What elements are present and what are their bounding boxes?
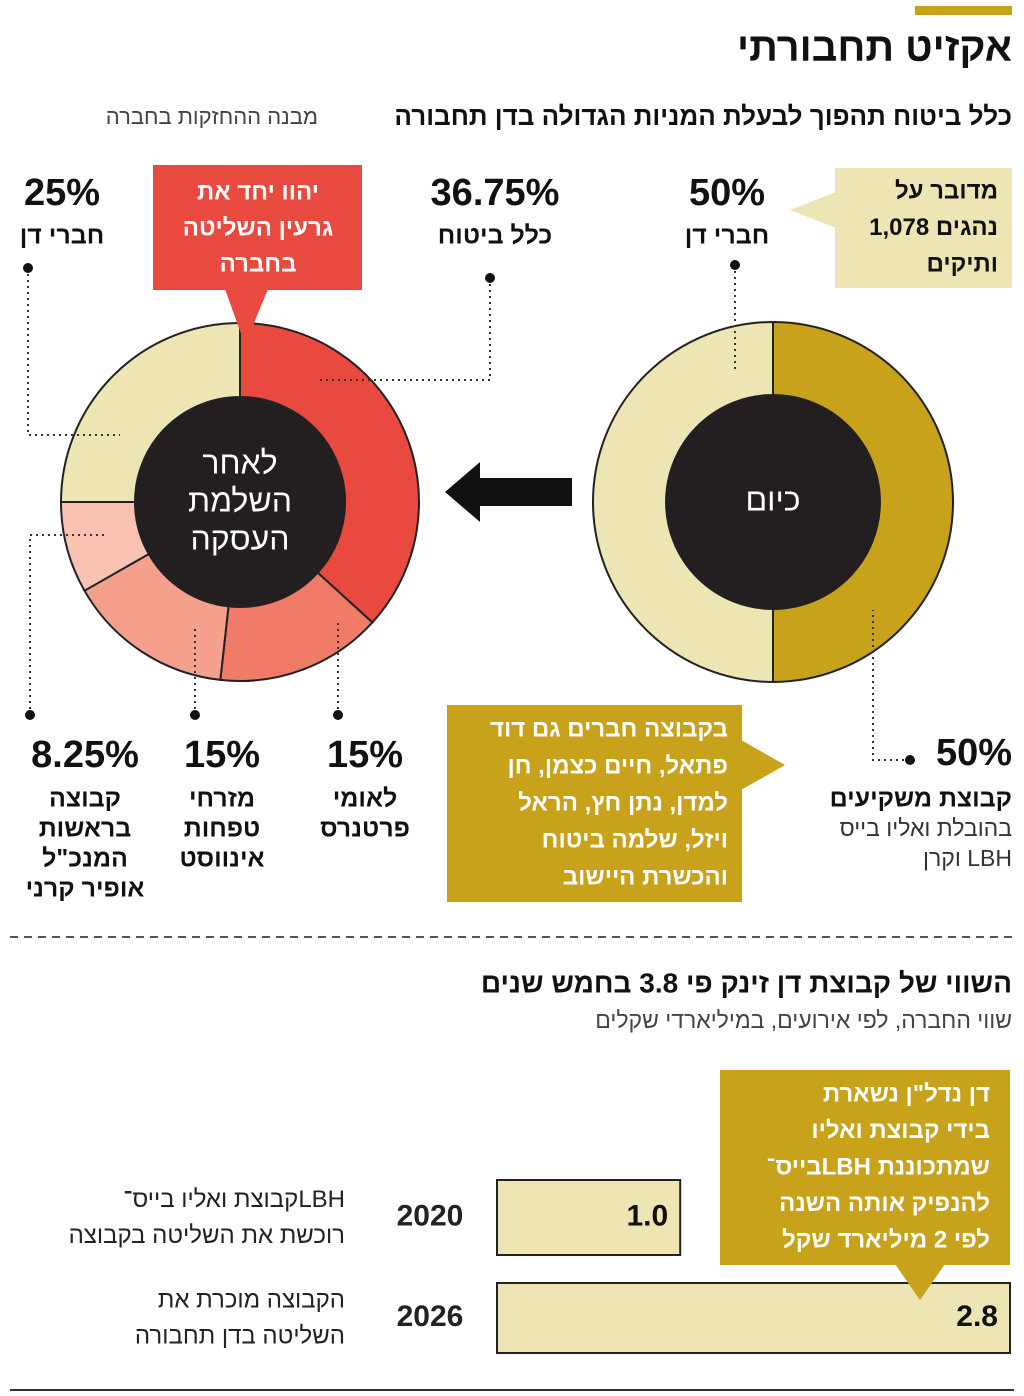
accent-bar: [915, 6, 1012, 15]
slice-label: המנכ"ל: [42, 845, 128, 873]
page-subtitle-note: מבנה ההחזקות בחברה: [106, 104, 318, 129]
callout-pointer: [741, 740, 785, 790]
slice-label: בראשות: [39, 815, 132, 843]
slice-note: בהובלת ואליו בייס: [840, 815, 1012, 841]
slice-value-label: 15%: [327, 734, 403, 776]
chart-title: השווי של קבוצת דן זינק פי 3.8 בחמש שנים: [481, 967, 1012, 998]
leader-dot: [23, 263, 33, 273]
slice-note: וקרן LBH: [923, 845, 1012, 871]
leader-line: [27, 268, 120, 436]
category-label: 2026: [397, 1300, 464, 1333]
category-label: 2020: [397, 1199, 464, 1232]
slice-value-label: 15%: [184, 734, 260, 776]
slice-value-label: 50%: [689, 172, 765, 214]
category-note: הקבוצה מוכרת את: [158, 1286, 345, 1313]
callout-box: [153, 165, 362, 290]
bar: [496, 1282, 1011, 1354]
callout-text: גרעין השליטה: [183, 214, 334, 241]
callout-pointer: [225, 289, 268, 345]
callout-box: [720, 1070, 1010, 1265]
donut-hole: [135, 397, 345, 607]
center-label: כיום: [745, 481, 800, 517]
callout-box: [835, 168, 1012, 288]
callout-pointer: [895, 1264, 945, 1300]
leader-dot: [25, 710, 35, 720]
callout-text: פתאל, חיים כצמן, חן: [507, 752, 728, 779]
callout-text: והכשרת היישוב: [563, 863, 728, 890]
slice-label: חברי דן: [685, 222, 770, 250]
bar: [496, 1179, 682, 1256]
callout-text: בידי קבוצת ואליו: [811, 1117, 990, 1144]
leader-line: [318, 278, 491, 381]
callout-text: למדן, נתן חץ, הראל: [518, 789, 728, 816]
category-note: קבוצת ואליו בייס־LBH: [123, 1186, 345, 1213]
callout-text: בחברה: [220, 250, 297, 277]
slice-label: מזרחי: [189, 785, 255, 813]
bar-value-label: 2.8: [956, 1300, 998, 1333]
slice-label: קבוצה: [49, 785, 121, 813]
slice-value-label: 36.75%: [431, 172, 560, 214]
callout-text: לפי 2 מיליארד שקל: [782, 1226, 990, 1253]
center-label: לאחר: [202, 444, 277, 480]
callout-text: מדובר על: [895, 177, 998, 204]
donut-hole: [666, 395, 880, 609]
slice-label: טפחות: [184, 815, 261, 843]
leader-dot: [333, 710, 343, 720]
slice-label: כלל ביטוח: [438, 222, 552, 250]
slice-label: אופיר קרני: [26, 875, 145, 903]
page-title: אקזיט תחבורתי: [737, 26, 1012, 70]
chart-subtitle: שווי החברה, לפי אירועים, במיליארדי שקלים: [595, 1007, 1012, 1033]
callout-text: בקבוצה חברים גם דוד: [490, 715, 728, 742]
callout-text: ותיקים: [927, 250, 998, 277]
leader-dot: [905, 755, 915, 765]
leader-dot: [485, 273, 495, 283]
slice-value-label: 25%: [24, 172, 100, 214]
slice-label: קבוצת משקיעים: [830, 785, 1012, 813]
callout-box: [447, 705, 742, 902]
slice-label: חברי דן: [20, 222, 105, 250]
leader-line: [872, 610, 910, 761]
category-note: רוכשת את השליטה בקבוצה: [69, 1222, 345, 1249]
category-note: השליטה בדן תחבורה: [135, 1322, 345, 1349]
slice-label: אינווסט: [179, 845, 264, 873]
callout-text: להנפיק אותה השנה: [779, 1190, 990, 1217]
slice-label: לאומי: [333, 785, 398, 813]
arrow: [445, 462, 572, 522]
callout-text: 1,078 נהגים: [869, 214, 998, 241]
bar-value-label: 1.0: [626, 1199, 668, 1232]
leader-dot: [730, 260, 740, 270]
center-label: השלמת: [188, 482, 292, 518]
callout-text: יהוו יחד את: [197, 178, 319, 205]
callout-text: דן נדל"ן נשארת: [823, 1080, 990, 1107]
slice-value-label: 50%: [936, 732, 1012, 774]
center-label: העסקה: [190, 520, 289, 556]
leader-line: [29, 534, 105, 715]
slice-value-label: 8.25%: [31, 734, 139, 776]
callout-text: ויזל, שלמה ביטוח: [542, 826, 728, 853]
leader-dot: [190, 710, 200, 720]
page-subtitle: כלל ביטוח תהפוך לבעלת המניות הגדולה בדן …: [394, 101, 1012, 131]
slice-label: פרטנרס: [320, 815, 410, 843]
callout-text: בייס־LBH שמתכוננת: [766, 1153, 990, 1180]
callout-pointer: [790, 192, 836, 228]
